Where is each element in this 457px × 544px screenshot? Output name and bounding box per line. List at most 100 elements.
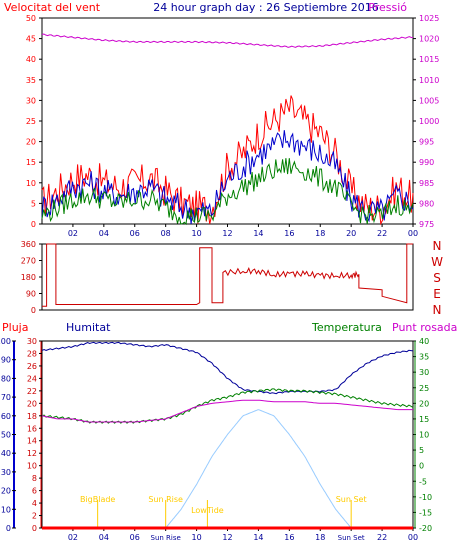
chart-title: 24 hour graph day : 26 Septiembre 2016 [153,1,378,14]
y-rain-tick-label: 18 [27,412,37,421]
y-humidity-tick-label: 60 [1,412,11,421]
y-humidity-tick-label: 70 [1,393,11,402]
right-axis-title: Pressió [368,1,407,14]
y-temperature-tick-label: 25 [419,384,429,393]
y-temperature-tick-label: -10 [419,493,432,502]
x-tick-label: 00 [408,229,418,238]
x-tick-label: 10 [191,533,201,542]
annotation-label: Sun Rise [148,495,183,504]
x-tick-label: 10 [191,229,201,238]
y-humidity-tick-label: 30 [1,468,11,477]
y-humidity-tick-label: 90 [1,356,11,365]
y-rain-tick-label: 14 [27,437,37,446]
wind-series-line [41,158,414,226]
y-left-tick-label: 0 [31,220,36,229]
temperature-series-line [41,399,413,423]
y-right-tick-label: 1005 [419,96,439,105]
compass-letter: N [433,239,442,253]
x-tick-label: 06 [130,229,140,238]
x-tick-label: 02 [68,533,78,542]
y-rain-tick-label: 0 [32,524,37,533]
x-tick-label: 22 [377,229,387,238]
y-humidity-tick-label: 0 [6,524,11,533]
y-right-tick-label: 995 [419,138,434,147]
y-left-tick-label: 15 [26,158,36,167]
y-humidity-tick-label: 80 [1,374,11,383]
y-left-tick-label: 360 [21,240,36,249]
y-temperature-tick-label: 10 [419,431,429,440]
temperature-title: Temperatura [311,321,382,334]
wind-series-line [41,130,414,224]
y-left-tick-label: 10 [26,179,36,188]
x-tick-label: 16 [284,533,294,542]
humidity-series-line [41,341,414,395]
y-left-tick-label: 20 [26,138,36,147]
x-tick-label: 06 [130,533,140,542]
x-tick-label: 16 [284,229,294,238]
y-humidity-tick-label: 20 [1,487,11,496]
annotation-label: BigBlade [80,495,115,504]
x-special-label: Sun Set [338,534,365,542]
y-temperature-tick-label: 20 [419,399,429,408]
compass-letter: W [431,255,443,269]
y-right-tick-label: 985 [419,179,434,188]
y-rain-tick-label: 28 [27,349,37,358]
x-tick-label: 20 [346,229,356,238]
y-rain-tick-label: 2 [32,512,37,521]
y-temperature-tick-label: 5 [419,446,424,455]
y-right-tick-label: 1020 [419,35,439,44]
y-temperature-tick-label: -20 [419,524,432,533]
y-rain-tick-label: 10 [27,462,37,471]
y-left-tick-label: 30 [26,96,36,105]
temperature-series-line [165,409,352,529]
left-axis-title: Velocitat del vent [4,1,101,14]
pressure-line [41,33,414,48]
y-temperature-tick-label: -5 [419,477,427,486]
y-right-tick-label: 1025 [419,14,439,23]
wind-series-line [41,95,414,226]
x-tick-label: 18 [315,533,325,542]
y-rain-tick-label: 4 [32,499,37,508]
y-right-tick-label: 1000 [419,117,439,126]
x-tick-label: 12 [222,229,232,238]
wind-pressure-panel: Velocitat del vent 24 hour graph day : 26… [4,1,439,238]
compass-letter: E [433,287,441,301]
y-temperature-tick-label: 15 [419,415,429,424]
y-rain-tick-label: 24 [27,374,37,383]
compass-letter: S [433,271,441,285]
y-humidity-tick-label: 100 [0,337,11,346]
y-left-tick-label: 50 [26,14,36,23]
y-left-tick-label: 25 [26,117,36,126]
y-rain-tick-label: 22 [27,387,37,396]
y-left-tick-label: 0 [31,306,36,315]
temperature-humidity-panel: Pluja Humitat Temperatura Punt rosada010203… [0,321,457,542]
x-tick-label: 22 [377,533,387,542]
x-tick-label: 08 [161,229,171,238]
y-right-tick-label: 1015 [419,55,439,64]
rain-axis-title: Pluja [2,321,28,334]
y-left-tick-label: 180 [21,273,36,282]
y-humidity-tick-label: 10 [1,505,11,514]
x-tick-label: 18 [315,229,325,238]
y-left-tick-label: 5 [31,199,36,208]
y-temperature-tick-label: 0 [419,462,424,471]
y-rain-tick-label: 30 [27,337,37,346]
y-rain-tick-label: 6 [32,487,37,496]
annotation-label: LowTide [191,506,224,515]
y-left-tick-label: 270 [21,257,36,266]
y-temperature-tick-label: -15 [419,508,432,517]
y-rain-tick-label: 26 [27,362,37,371]
x-tick-label: 04 [99,533,109,542]
x-special-label: Sun Rise [151,534,181,542]
x-tick-label: 12 [222,533,232,542]
y-temperature-tick-label: 30 [419,368,429,377]
y-left-tick-label: 35 [26,76,36,85]
y-right-tick-label: 990 [419,158,434,167]
y-rain-tick-label: 12 [27,449,37,458]
x-tick-label: 14 [253,229,263,238]
x-tick-label: 02 [68,229,78,238]
compass-letter: N [433,303,442,317]
annotation-label: Sun Set [336,495,367,504]
y-temperature-tick-label: 35 [419,353,429,362]
